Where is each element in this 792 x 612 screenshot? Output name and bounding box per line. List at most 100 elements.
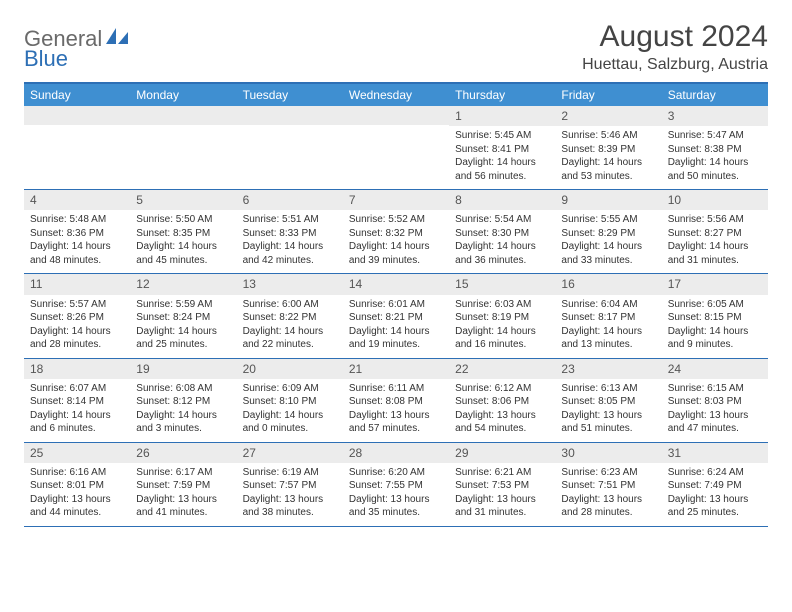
daylight-text: Daylight: 13 hours and 51 minutes. [561, 409, 655, 436]
sunset-text: Sunset: 8:39 PM [561, 143, 655, 157]
day-header-cell: Wednesday [343, 84, 449, 106]
sunset-text: Sunset: 8:17 PM [561, 311, 655, 325]
day-number: 13 [237, 274, 343, 294]
day-number: 29 [449, 443, 555, 463]
location-text: Huettau, Salzburg, Austria [582, 56, 768, 74]
empty-day-number [343, 106, 449, 125]
daylight-text: Daylight: 14 hours and 45 minutes. [136, 240, 230, 267]
day-number: 8 [449, 190, 555, 210]
day-number: 14 [343, 274, 449, 294]
daylight-text: Daylight: 13 hours and 28 minutes. [561, 493, 655, 520]
week-row: 1 Sunrise: 5:45 AMSunset: 8:41 PM Daylight… [24, 106, 768, 190]
calendar: SundayMondayTuesdayWednesdayThursdayFrid… [24, 82, 768, 527]
day-number: 1 [449, 106, 555, 126]
day-number: 4 [24, 190, 130, 210]
week-row: 4Sunrise: 5:48 AMSunset: 8:36 PMDaylight… [24, 190, 768, 274]
sunrise-text: Sunrise: 6:17 AM [136, 466, 230, 480]
day-cell: 29Sunrise: 6:21 AMSunset: 7:53 PMDayligh… [449, 443, 555, 526]
sunset-text: Sunset: 8:03 PM [668, 395, 762, 409]
daylight-text: Daylight: 14 hours and 50 minutes. [668, 156, 762, 183]
daylight-text: Daylight: 13 hours and 47 minutes. [668, 409, 762, 436]
week-row: 11Sunrise: 5:57 AMSunset: 8:26 PMDayligh… [24, 274, 768, 358]
day-header-cell: Sunday [24, 84, 130, 106]
sunset-text: Sunset: 8:35 PM [136, 227, 230, 241]
daylight-text: Daylight: 14 hours and 6 minutes. [30, 409, 124, 436]
day-cell: 23Sunrise: 6:13 AMSunset: 8:05 PMDayligh… [555, 359, 661, 442]
day-cell: 7Sunrise: 5:52 AMSunset: 8:32 PMDaylight… [343, 190, 449, 273]
daylight-text: Daylight: 13 hours and 57 minutes. [349, 409, 443, 436]
day-cell: 26Sunrise: 6:17 AMSunset: 7:59 PMDayligh… [130, 443, 236, 526]
day-header-cell: Thursday [449, 84, 555, 106]
day-number: 16 [555, 274, 661, 294]
month-title: August 2024 [582, 20, 768, 54]
day-number: 21 [343, 359, 449, 379]
empty-day-number [130, 106, 236, 125]
sunset-text: Sunset: 8:27 PM [668, 227, 762, 241]
day-cell: 21Sunrise: 6:11 AMSunset: 8:08 PMDayligh… [343, 359, 449, 442]
sunrise-text: Sunrise: 6:20 AM [349, 466, 443, 480]
daylight-text: Daylight: 14 hours and 9 minutes. [668, 325, 762, 352]
day-cell: 4Sunrise: 5:48 AMSunset: 8:36 PMDaylight… [24, 190, 130, 273]
daylight-text: Daylight: 14 hours and 25 minutes. [136, 325, 230, 352]
empty-day-number [24, 106, 130, 125]
header: General August 2024 Huettau, Salzburg, A… [24, 20, 768, 74]
day-number: 20 [237, 359, 343, 379]
day-number: 9 [555, 190, 661, 210]
day-number: 6 [237, 190, 343, 210]
day-number: 27 [237, 443, 343, 463]
day-cell: 11Sunrise: 5:57 AMSunset: 8:26 PMDayligh… [24, 274, 130, 357]
daylight-text: Daylight: 14 hours and 39 minutes. [349, 240, 443, 267]
day-cell [343, 106, 449, 189]
day-number: 15 [449, 274, 555, 294]
day-number: 18 [24, 359, 130, 379]
sunrise-text: Sunrise: 5:45 AM [455, 129, 549, 143]
day-number: 24 [662, 359, 768, 379]
day-cell: 6Sunrise: 5:51 AMSunset: 8:33 PMDaylight… [237, 190, 343, 273]
sunset-text: Sunset: 8:29 PM [561, 227, 655, 241]
day-number: 25 [24, 443, 130, 463]
day-cell: 12Sunrise: 5:59 AMSunset: 8:24 PMDayligh… [130, 274, 236, 357]
day-cell: 3Sunrise: 5:47 AMSunset: 8:38 PMDaylight… [662, 106, 768, 189]
sunset-text: Sunset: 8:41 PM [455, 143, 549, 157]
daylight-text: Daylight: 13 hours and 31 minutes. [455, 493, 549, 520]
daylight-text: Daylight: 14 hours and 19 minutes. [349, 325, 443, 352]
sunset-text: Sunset: 8:30 PM [455, 227, 549, 241]
day-number: 30 [555, 443, 661, 463]
daylight-text: Daylight: 14 hours and 13 minutes. [561, 325, 655, 352]
daylight-text: Daylight: 14 hours and 16 minutes. [455, 325, 549, 352]
sunset-text: Sunset: 7:55 PM [349, 479, 443, 493]
day-number: 28 [343, 443, 449, 463]
sunset-text: Sunset: 8:22 PM [243, 311, 337, 325]
sunset-text: Sunset: 8:38 PM [668, 143, 762, 157]
sunset-text: Sunset: 8:10 PM [243, 395, 337, 409]
sunrise-text: Sunrise: 6:12 AM [455, 382, 549, 396]
day-cell: 5 Sunrise: 5:50 AMSunset: 8:35 PMDaylight… [130, 190, 236, 273]
sunrise-text: Sunrise: 5:54 AM [455, 213, 549, 227]
sunrise-text: Sunrise: 5:52 AM [349, 213, 443, 227]
day-cell: 28Sunrise: 6:20 AMSunset: 7:55 PMDayligh… [343, 443, 449, 526]
day-cell: 18Sunrise: 6:07 AMSunset: 8:14 PMDayligh… [24, 359, 130, 442]
day-cell: 17Sunrise: 6:05 AMSunset: 8:15 PMDayligh… [662, 274, 768, 357]
sunset-text: Sunset: 7:57 PM [243, 479, 337, 493]
sunset-text: Sunset: 8:14 PM [30, 395, 124, 409]
day-header-row: SundayMondayTuesdayWednesdayThursdayFrid… [24, 84, 768, 106]
sunrise-text: Sunrise: 5:50 AM [136, 213, 230, 227]
day-cell: 31Sunrise: 6:24 AMSunset: 7:49 PMDayligh… [662, 443, 768, 526]
sunset-text: Sunset: 8:19 PM [455, 311, 549, 325]
sunrise-text: Sunrise: 6:16 AM [30, 466, 124, 480]
sunrise-text: Sunrise: 5:55 AM [561, 213, 655, 227]
day-number: 3 [662, 106, 768, 126]
day-number: 5 [130, 190, 236, 210]
day-cell: 25Sunrise: 6:16 AMSunset: 8:01 PMDayligh… [24, 443, 130, 526]
sunrise-text: Sunrise: 6:03 AM [455, 298, 549, 312]
day-header-cell: Monday [130, 84, 236, 106]
daylight-text: Daylight: 14 hours and 31 minutes. [668, 240, 762, 267]
sunrise-text: Sunrise: 6:24 AM [668, 466, 762, 480]
daylight-text: Daylight: 14 hours and 42 minutes. [243, 240, 337, 267]
empty-day-number [237, 106, 343, 125]
day-cell: 8Sunrise: 5:54 AMSunset: 8:30 PMDaylight… [449, 190, 555, 273]
day-cell [237, 106, 343, 189]
sunrise-text: Sunrise: 6:23 AM [561, 466, 655, 480]
sunset-text: Sunset: 8:33 PM [243, 227, 337, 241]
day-cell: 19Sunrise: 6:08 AMSunset: 8:12 PMDayligh… [130, 359, 236, 442]
